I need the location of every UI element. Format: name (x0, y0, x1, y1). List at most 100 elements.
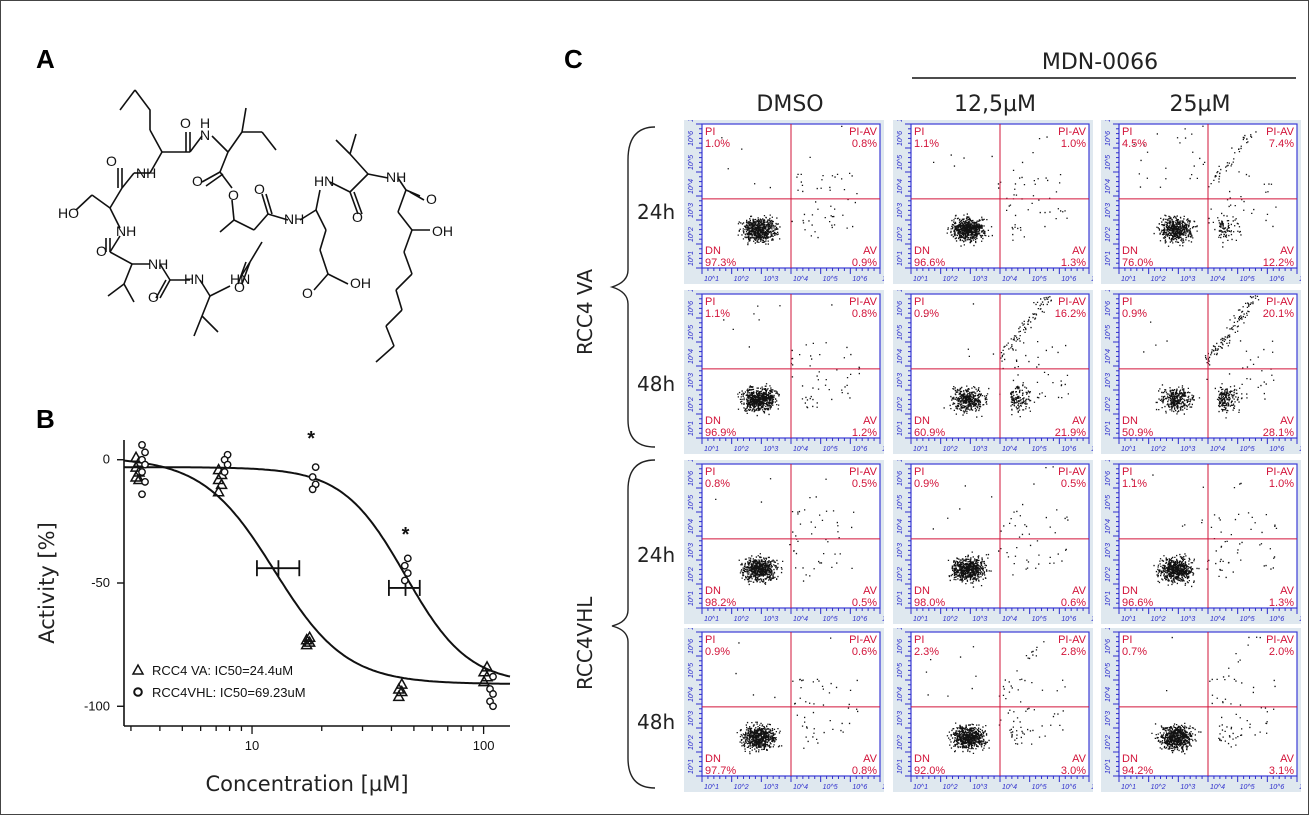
x-tick-label: 10^7.2 (882, 784, 884, 791)
y-tick-label: 10^7.2 (1105, 120, 1112, 122)
y-tick-label: 10^7.2 (1105, 628, 1112, 630)
x-tick-label: 10^1 (913, 446, 928, 453)
quadrant-name-av: AV (1280, 415, 1295, 427)
x-tick-label: 10^6 (1061, 616, 1076, 623)
x-tick-label: 10^1 (704, 616, 719, 623)
panel-label-b: B (36, 404, 55, 434)
quadrant-value-av: 0.5% (852, 597, 877, 609)
quadrant-value-pi: 1.1% (1122, 478, 1147, 490)
y-tick-label: 10^1 (897, 251, 904, 266)
data-points (129, 441, 497, 711)
y-tick-label: 10^4 (897, 687, 904, 702)
quadrant-name-dn: DN (1122, 585, 1138, 597)
x-tick-label: 10^5 (1240, 784, 1255, 791)
legend-label-rcc4vhl: RCC4VHL: IC50=69.23uM (152, 685, 306, 700)
x-tick-label: 10^3 (1180, 784, 1195, 791)
x-tick-label: 10^4 (1210, 446, 1225, 453)
quadrant-name-dn: DN (914, 245, 930, 257)
legend-marker-circle (133, 687, 143, 697)
flow-plot-canvas: 10^1 10^1 10^2 10^2 10^3 10^3 10^4 10^4 10^5 10^5… (893, 101, 1112, 284)
y-tick-label: 10^4 (897, 179, 904, 194)
y-tick-label: 10^5 (897, 155, 904, 170)
y-tick-label: 10^6 (1105, 639, 1112, 654)
y-tick-label: 10^2 (1105, 227, 1112, 242)
y-tick-label: 10^1 (897, 591, 904, 606)
y-tick-label: 10^1 (688, 251, 695, 266)
x-tick-label: 10^6 (852, 446, 867, 453)
quadrant-name-piav: PI-AV (1058, 634, 1087, 646)
x-axis-label: Concentration [µM] (205, 772, 408, 796)
y-tick-label: 10^7.2 (688, 290, 695, 292)
row-label-48h-vhl: 48h (637, 710, 676, 734)
y-tick-label: 10^3 (897, 711, 904, 726)
flow-plot-canvas: 10^1 10^1 10^2 10^2 10^3 10^3 10^4 10^4 10^5 10^5… (684, 609, 903, 792)
y-tick-label: 10^2 (897, 397, 904, 412)
flow-plot-canvas: 10^1 10^1 10^2 10^2 10^3 10^3 10^4 10^4 10^5 10^5… (1101, 271, 1309, 454)
panel-label-a: A (36, 44, 55, 74)
x-tick-label: 10^4 (793, 276, 808, 283)
quadrant-name-piav: PI-AV (1058, 296, 1087, 308)
y-tick-label: 10^3 (688, 373, 695, 388)
quadrant-value-av: 0.8% (852, 765, 877, 777)
legend-label-rcc4va: RCC4 VA: IC50=24.4uM (152, 663, 293, 678)
y-tick-label: 10^2 (688, 397, 695, 412)
quadrant-name-piav: PI-AV (1058, 126, 1087, 138)
y-tick-label: 10^2 (688, 735, 695, 750)
x-tick-label: 10^5 (823, 616, 838, 623)
x-tick-label: 10^5 (1240, 616, 1255, 623)
quadrant-value-av: 1.2% (852, 427, 877, 439)
quadrant-value-dn: 97.7% (705, 765, 736, 777)
quadrant-value-dn: 97.3% (705, 257, 736, 269)
x-tick-label: 10^1 (913, 616, 928, 623)
y-tick-label: 10^7.2 (897, 628, 904, 630)
y-tick-label: 10^6 (897, 639, 904, 654)
quadrant-name-dn: DN (705, 245, 721, 257)
quadrant-name-dn: DN (914, 753, 930, 765)
x-tick-label: 10^4 (1002, 784, 1017, 791)
quadrant-value-av: 12.2% (1263, 257, 1294, 269)
data-point-rcc4va (477, 675, 491, 687)
event-dots (1151, 636, 1276, 755)
quadrant-name-piav: PI-AV (1266, 634, 1295, 646)
svg-text:OH: OH (432, 223, 453, 239)
x-tick-label: 10^3 (763, 276, 778, 283)
quadrant-value-pi: 1.1% (705, 308, 730, 320)
row-label-48h-va: 48h (637, 372, 676, 396)
quadrant-value-av: 1.3% (1269, 597, 1294, 609)
x-tick-label: 10^3 (972, 616, 987, 623)
data-point-rcc4vhl (141, 478, 149, 486)
quadrant-name-pi: PI (1122, 296, 1132, 308)
y-tick-label: 10^3 (1105, 543, 1112, 558)
x-tick-label: 10^5 (823, 276, 838, 283)
quadrant-value-piav: 16.2% (1055, 308, 1086, 320)
x-tick-label: 10^1 (913, 784, 928, 791)
quadrant-name-dn: DN (1122, 415, 1138, 427)
cell-line-label-rcc4vhl: RCC4VHL (573, 596, 597, 690)
x-tick-label: 10^3 (972, 446, 987, 453)
flow-plot-canvas: 10^1 10^1 10^2 10^2 10^3 10^3 10^4 10^4 10^5 10^5… (1101, 441, 1309, 624)
x-tick-label: 10^4 (1210, 784, 1225, 791)
x-tick-label: 10^6 (1061, 784, 1076, 791)
x-tick-label: 10^6 (1269, 446, 1284, 453)
y-tick-label: 10^6 (688, 471, 695, 486)
x-tick-label: 10^4 (1002, 616, 1017, 623)
quadrant-name-dn: DN (914, 585, 930, 597)
x-tick-label: 10^7.2 (1091, 276, 1093, 283)
quadrant-name-av: AV (1072, 585, 1087, 597)
flow-plot-canvas: 10^1 10^1 10^2 10^2 10^3 10^3 10^4 10^4 10^5 10^5… (893, 271, 1112, 454)
x-tick-label: 10^1 (704, 784, 719, 791)
flow-plot-canvas: 10^1 10^1 10^2 10^2 10^3 10^3 10^4 10^4 10^5 10^5… (893, 609, 1112, 792)
quadrant-value-pi: 1.1% (914, 138, 939, 150)
quadrant-value-pi: 1.0% (705, 138, 730, 150)
data-point-rcc4vhl (138, 441, 146, 449)
quadrant-value-dn: 94.2% (1122, 765, 1153, 777)
quadrant-value-pi: 0.9% (914, 478, 939, 490)
fit-curve-rcc4vhl (123, 466, 511, 678)
y-tick-label: 10^4 (688, 687, 695, 702)
y-tick-label: 10^6 (1105, 471, 1112, 486)
data-point-rcc4vhl (400, 576, 409, 585)
event-dots (1131, 474, 1278, 588)
quadrant-value-pi: 0.9% (1122, 308, 1147, 320)
